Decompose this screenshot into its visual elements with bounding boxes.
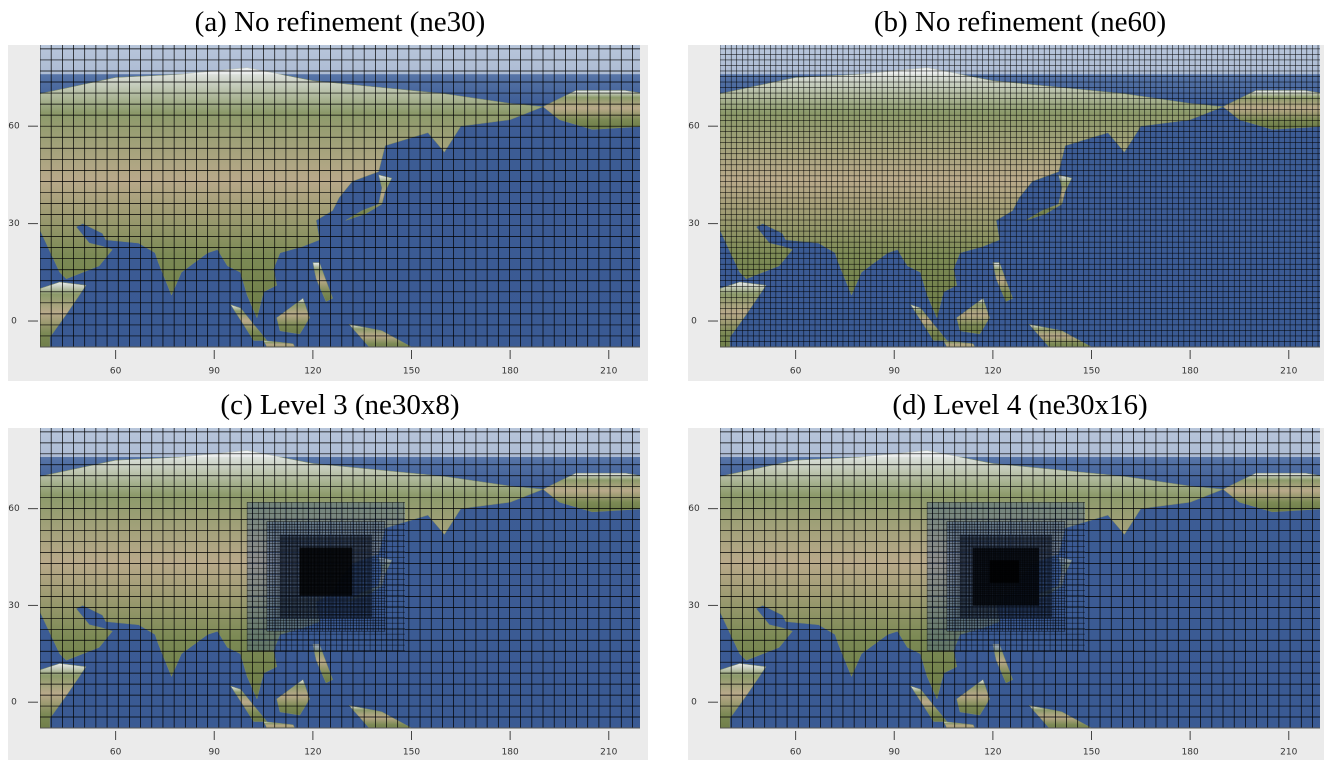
land (943, 721, 976, 728)
y-tick-label: 30 (8, 219, 20, 229)
x-tick-label: 90 (889, 367, 901, 377)
x-tick-label: 150 (1083, 367, 1100, 377)
x-tick-label: 150 (1083, 748, 1100, 758)
map (720, 428, 1320, 728)
x-tick-label: 120 (984, 748, 1001, 758)
x-tick-label: 210 (600, 367, 617, 377)
x-tick-label: 90 (209, 748, 221, 758)
refine-core (989, 560, 1020, 583)
panel-title: (c) Level 3 (ne30x8) (220, 389, 459, 421)
land (345, 174, 393, 221)
x-tick-label: 120 (304, 748, 321, 758)
x-tick-label: 120 (984, 367, 1001, 377)
land (720, 281, 767, 347)
y-tick-label: 60 (688, 122, 700, 132)
x-tick-label: 60 (110, 367, 122, 377)
y-tick-label: 0 (11, 317, 17, 327)
land (1222, 472, 1320, 513)
x-tick-label: 60 (790, 367, 802, 377)
y-tick-label: 30 (688, 219, 700, 229)
mesh-line (720, 45, 1320, 347)
y-tick-label: 60 (8, 504, 20, 514)
refine-core (299, 547, 353, 596)
y-tick-label: 0 (11, 698, 17, 708)
y-tick-label: 0 (691, 317, 697, 327)
land (263, 340, 296, 347)
x-tick-label: 90 (209, 367, 221, 377)
land (542, 90, 640, 130)
land (263, 721, 296, 728)
x-tick-label: 60 (790, 748, 802, 758)
y-tick-label: 0 (691, 698, 697, 708)
map (40, 428, 640, 728)
x-tick-label: 210 (1280, 748, 1297, 758)
x-tick-label: 210 (600, 748, 617, 758)
x-tick-label: 210 (1280, 367, 1297, 377)
y-tick-label: 30 (8, 601, 20, 611)
mesh-line (40, 45, 640, 347)
x-tick-label: 150 (403, 367, 420, 377)
x-tick-label: 180 (1182, 748, 1199, 758)
land (542, 472, 640, 513)
snow (720, 45, 1320, 75)
panel-title: (d) Level 4 (ne30x16) (892, 389, 1147, 421)
y-tick-label: 60 (688, 504, 700, 514)
land (943, 340, 976, 347)
panel-title: (a) No refinement (ne30) (195, 6, 486, 38)
x-tick-label: 120 (304, 367, 321, 377)
x-tick-label: 180 (502, 367, 519, 377)
y-tick-label: 30 (688, 601, 700, 611)
x-tick-label: 150 (403, 748, 420, 758)
map (720, 45, 1320, 347)
x-tick-label: 90 (889, 748, 901, 758)
y-tick-label: 60 (8, 122, 20, 132)
x-tick-label: 180 (1182, 367, 1199, 377)
map (40, 45, 640, 347)
panel-title: (b) No refinement (ne60) (874, 6, 1166, 38)
x-tick-label: 60 (110, 748, 122, 758)
x-tick-label: 180 (502, 748, 519, 758)
